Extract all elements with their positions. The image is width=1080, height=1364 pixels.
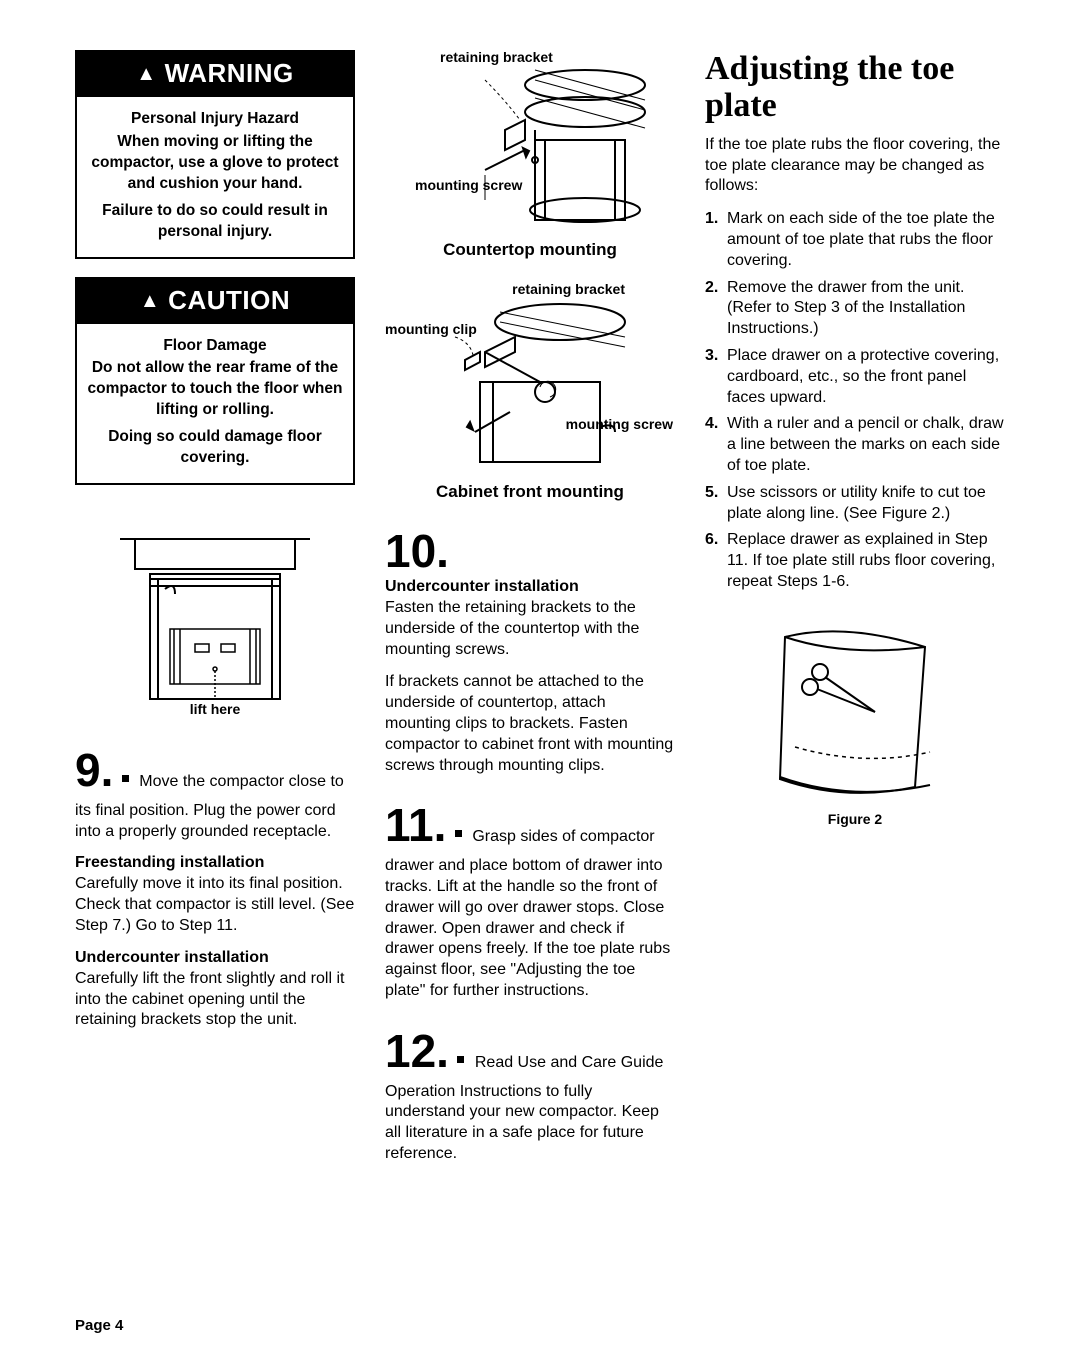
caution-line2: Doing so could damage floor covering. (87, 427, 343, 469)
toe-step-1: Mark on each side of the toe plate the a… (705, 209, 1005, 271)
lift-diagram: lift here (75, 529, 355, 729)
column-right: Adjusting the toe plate If the toe plate… (705, 50, 1005, 1177)
toe-step-6: Replace drawer as explained in Step 11. … (705, 530, 1005, 592)
cabinet-svg (385, 282, 675, 482)
step9-free-head: Freestanding installation (75, 854, 355, 872)
step11-body: Grasp sides of compactor drawer and plac… (385, 828, 670, 999)
page-footer: Page 4 (75, 1317, 123, 1334)
toe-list: Mark on each side of the toe plate the a… (705, 209, 1005, 599)
bullet-icon (455, 830, 462, 837)
column-left: WARNING Personal Injury Hazard When movi… (75, 50, 355, 1177)
caution-body: Floor Damage Do not allow the rear frame… (77, 324, 353, 484)
warning-header: WARNING (77, 52, 353, 97)
step10-number: 10 (385, 528, 436, 574)
toe-step-4: With a ruler and a pencil or chalk, draw… (705, 414, 1005, 476)
step9-number: 9 (75, 747, 101, 793)
step10: 10. Undercounter installation Fasten the… (385, 524, 675, 788)
warning-title: Personal Injury Hazard (87, 109, 343, 130)
lift-diagram-svg: lift here (100, 529, 330, 729)
figure2-svg (765, 617, 945, 797)
step10-head: Undercounter installation (385, 578, 675, 596)
bullet-icon (457, 1056, 464, 1063)
warning-line2: Failure to do so could result in persona… (87, 201, 343, 243)
caution-box: CAUTION Floor Damage Do not allow the re… (75, 277, 355, 486)
step12: 12. Read Use and Care Guide Operation In… (385, 1022, 675, 1165)
bullet-icon (122, 775, 129, 782)
toe-title: Adjusting the toe plate (705, 50, 1005, 125)
countertop-svg (385, 50, 675, 240)
page: WARNING Personal Injury Hazard When movi… (75, 50, 1020, 1177)
warning-box: WARNING Personal Injury Hazard When movi… (75, 50, 355, 259)
caution-title: Floor Damage (87, 336, 343, 357)
cabinet-caption: Cabinet front mounting (385, 482, 675, 502)
warning-body: Personal Injury Hazard When moving or li… (77, 97, 353, 257)
countertop-diagram: retaining bracket mounting screw (385, 50, 675, 240)
lift-label: lift here (190, 701, 241, 717)
step9-lead: Move the compactor close to its final po… (75, 773, 344, 840)
figure2-caption: Figure 2 (705, 811, 1005, 827)
figure2-diagram (705, 617, 1005, 797)
warning-line1: When moving or lifting the compactor, us… (87, 132, 343, 195)
toe-intro: If the toe plate rubs the floor covering… (705, 135, 1005, 197)
cabinet-diagram: mounting clip retaining bracket mounting… (385, 282, 675, 482)
caution-header: CAUTION (77, 279, 353, 324)
column-middle: retaining bracket mounting screw (385, 50, 675, 1177)
step10-p2: If brackets cannot be attached to the un… (385, 672, 675, 776)
caution-line1: Do not allow the rear frame of the compa… (87, 358, 343, 421)
step9: 9. Move the compactor close to its final… (75, 741, 355, 842)
toe-step-3: Place drawer on a protective covering, c… (705, 346, 1005, 408)
step9-under-body: Carefully lift the front slightly and ro… (75, 969, 355, 1031)
step11-number: 11 (385, 802, 434, 848)
step11: 11. Grasp sides of compactor drawer and … (385, 796, 675, 1001)
countertop-caption: Countertop mounting (385, 240, 675, 260)
step10-p1: Fasten the retaining brackets to the und… (385, 598, 675, 660)
toe-step-2: Remove the drawer from the unit. (Refer … (705, 278, 1005, 340)
step9-free-body: Carefully move it into its final positio… (75, 874, 355, 936)
toe-step-5: Use scissors or utility knife to cut toe… (705, 483, 1005, 525)
step9-under-head: Undercounter installation (75, 949, 355, 967)
step12-number: 12 (385, 1028, 436, 1074)
